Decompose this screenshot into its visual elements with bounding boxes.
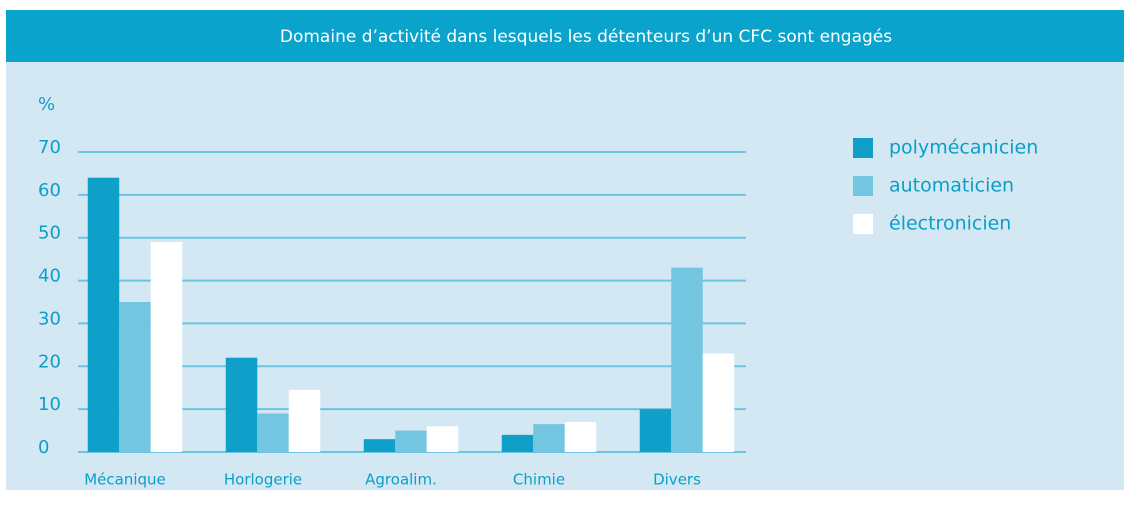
x-tick-label: Agroalim. — [365, 471, 437, 489]
legend-swatch — [853, 214, 873, 234]
y-tick-label: 30 — [38, 308, 61, 329]
legend-label: polymécanicien — [889, 137, 1038, 159]
x-tick-label: Mécanique — [84, 471, 166, 489]
y-tick-label: 10 — [38, 394, 61, 415]
bar — [639, 409, 672, 452]
x-tick-label: Horlogerie — [224, 471, 302, 489]
header — [6, 10, 1124, 62]
legend-swatch — [853, 176, 873, 196]
bar — [671, 267, 703, 452]
bar — [702, 353, 735, 452]
bar — [225, 357, 258, 452]
bar — [257, 413, 289, 452]
bar — [119, 302, 151, 452]
legend-label: automaticien — [889, 175, 1014, 197]
bar — [533, 424, 565, 452]
y-tick-label: 60 — [38, 180, 61, 201]
bar — [395, 430, 427, 452]
bar — [564, 422, 597, 452]
y-tick-label: 70 — [38, 137, 61, 158]
y-axis-label: % — [38, 94, 55, 115]
y-tick-label: 40 — [38, 266, 61, 287]
x-tick-label: Divers — [653, 471, 701, 489]
bar — [150, 242, 183, 452]
legend-label: électronicien — [889, 213, 1011, 235]
legend-swatch — [853, 138, 873, 158]
y-tick-label: 20 — [38, 351, 61, 372]
bar — [501, 434, 534, 452]
bar — [87, 177, 120, 452]
bar — [363, 439, 396, 452]
bar — [426, 426, 459, 452]
chart-title: Domaine d’activité dans lesquels les dét… — [280, 27, 892, 47]
y-tick-label: 50 — [38, 223, 61, 244]
y-tick-label: 0 — [38, 437, 49, 458]
bar — [288, 389, 321, 452]
x-tick-label: Chimie — [513, 471, 565, 489]
